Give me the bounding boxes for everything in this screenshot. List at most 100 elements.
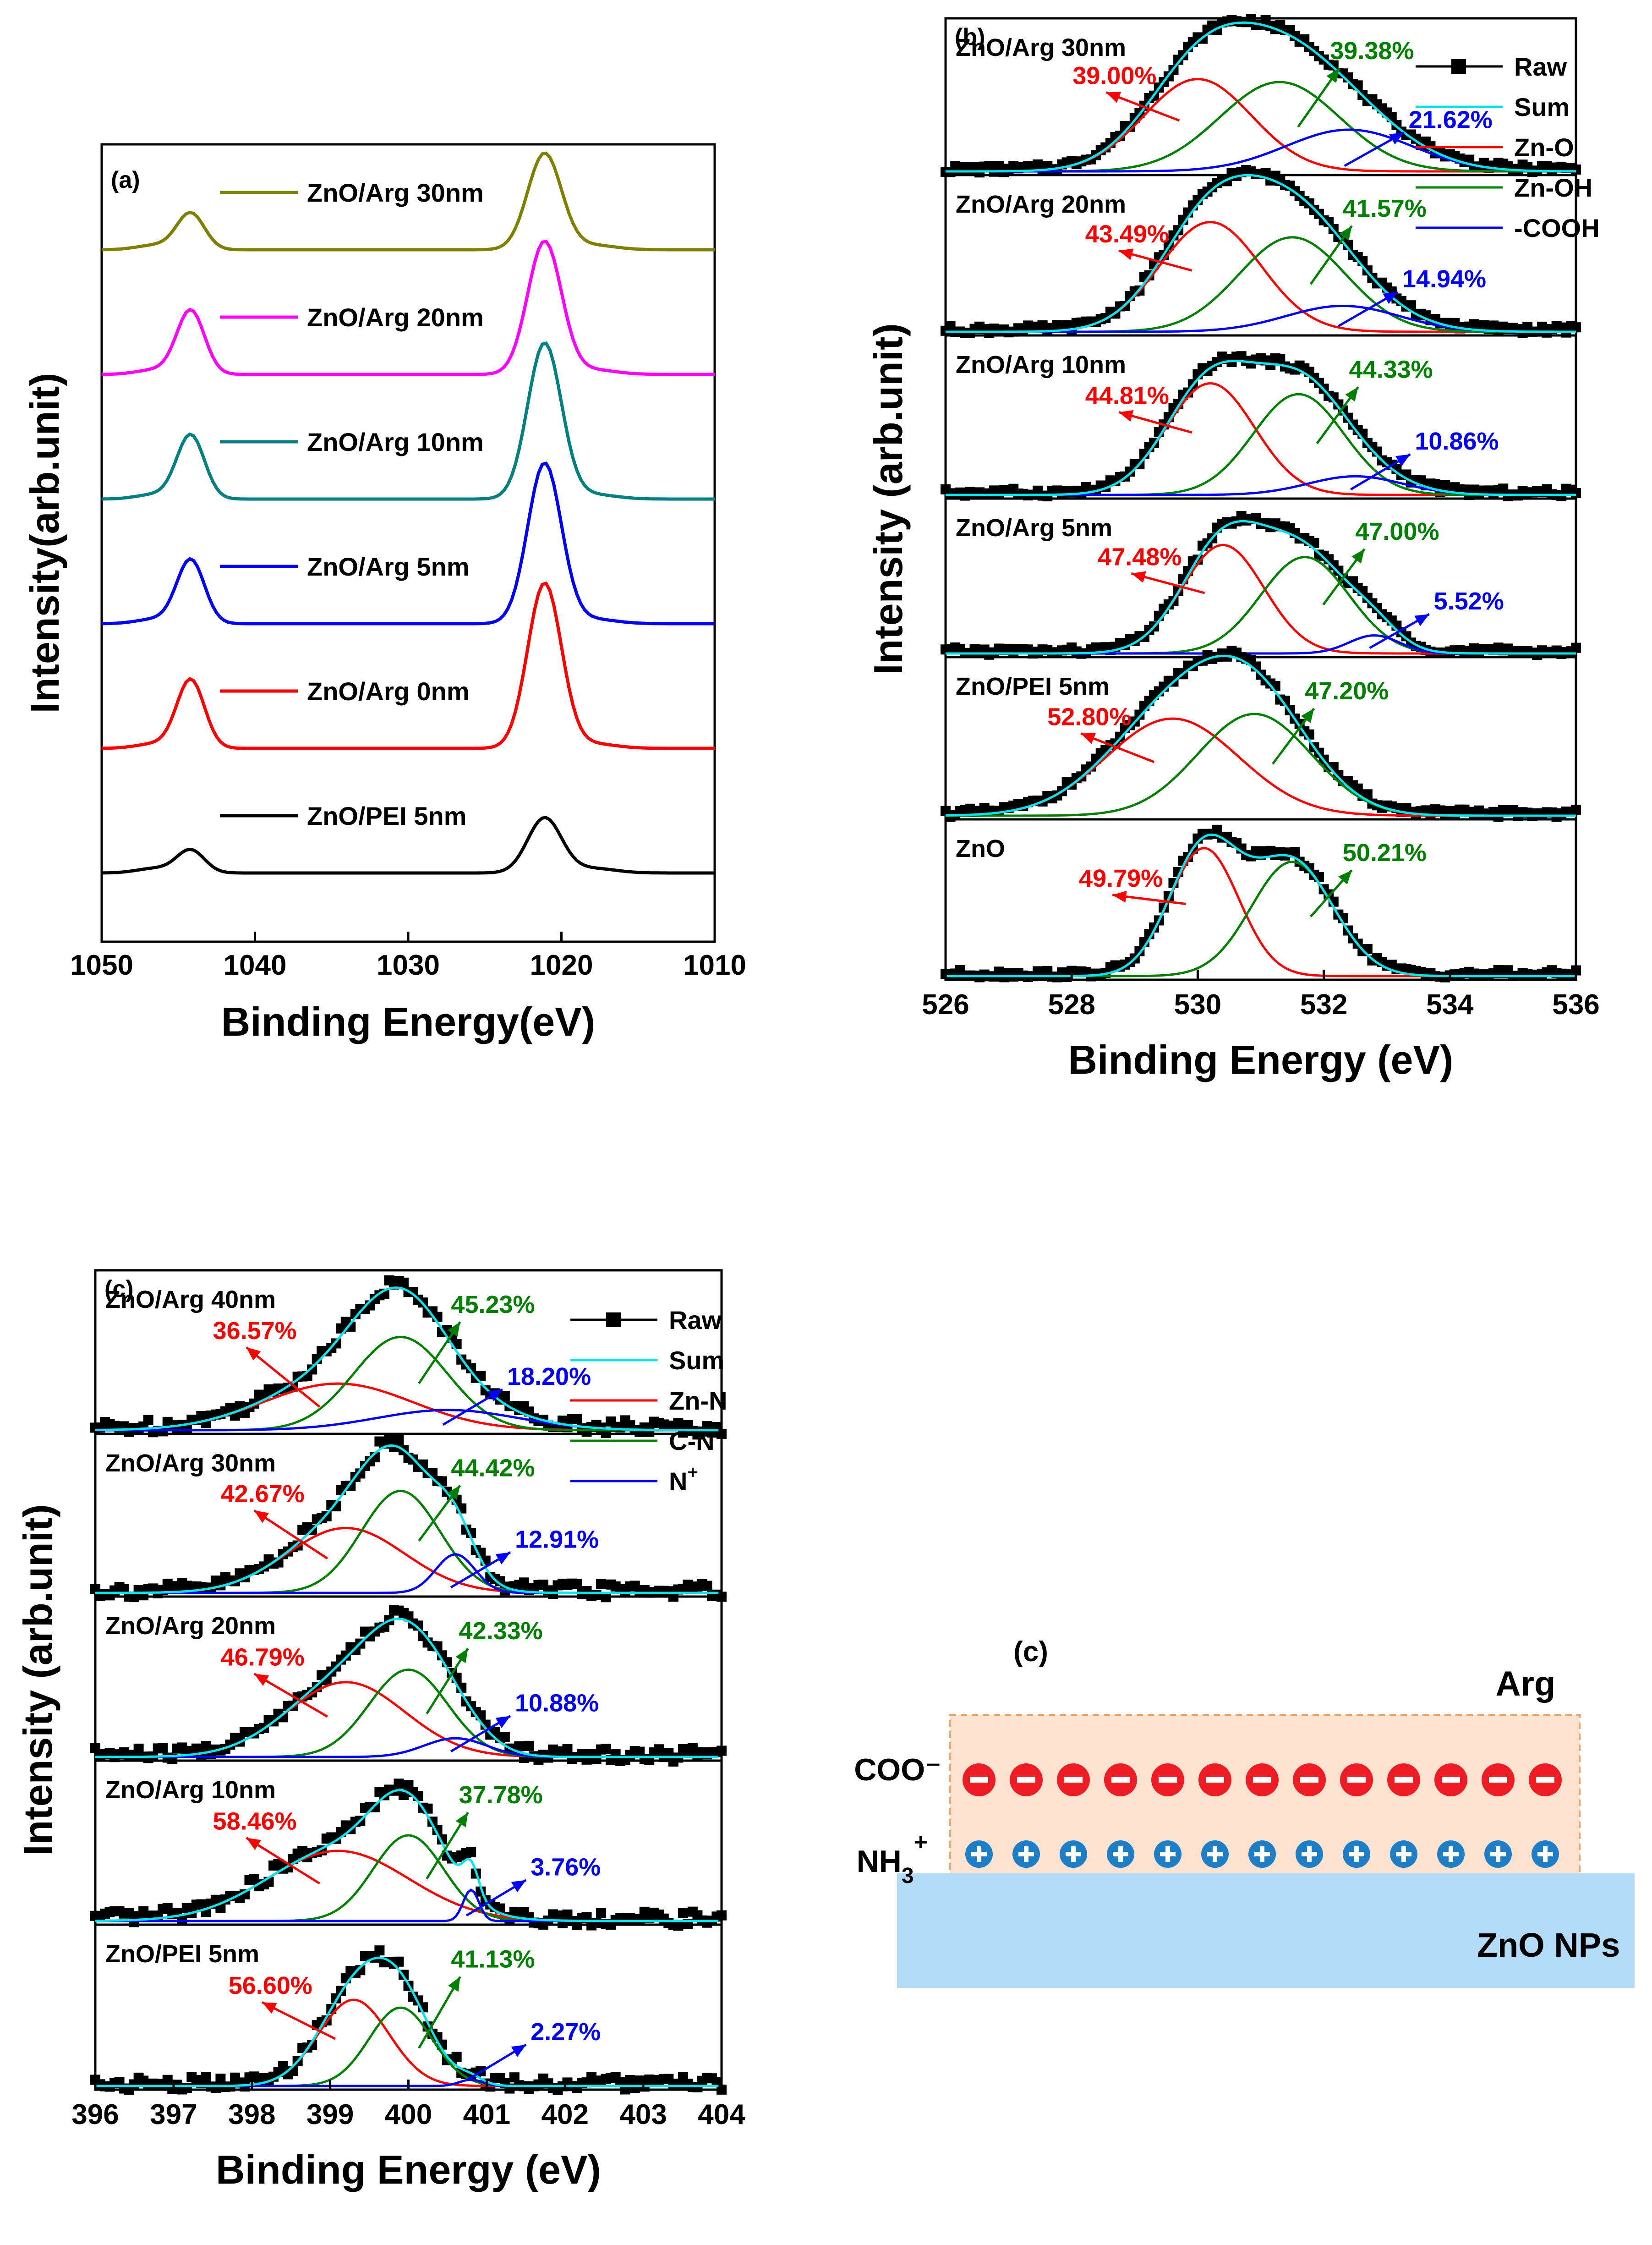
series-line-a <box>101 341 715 501</box>
minus-sign-icon <box>970 1777 988 1783</box>
raw-point-b <box>1571 642 1581 653</box>
component-percent-c: 37.78% <box>459 1781 543 1809</box>
component-percent-c: 2.27% <box>531 2018 601 2046</box>
legend-label-b: Zn-OH <box>1514 173 1592 202</box>
raw-point-c <box>201 1741 211 1751</box>
raw-point-c <box>124 1908 134 1918</box>
raw-point-c <box>572 1579 582 1589</box>
raw-point-c <box>307 1364 317 1375</box>
minus-sign-icon <box>1017 1777 1035 1783</box>
component-arrow-b-head <box>1395 454 1411 467</box>
x-tick-label-b: 530 <box>1174 989 1221 1021</box>
component-percent-c: 41.13% <box>451 1946 535 1973</box>
subpanel-name-b: ZnO <box>956 835 1005 862</box>
raw-point-c <box>413 1620 423 1631</box>
schematic: (c) Arg ZnO NPs COO⁻ NH3+ <box>854 1636 1635 1988</box>
legend-marker-b <box>1451 59 1466 74</box>
panel-label-c: (c) <box>104 1276 134 1302</box>
carboxylate-label: COO⁻ <box>854 1752 941 1787</box>
sum-curve-b <box>946 520 1576 655</box>
component-percent-b: 39.38% <box>1330 37 1414 65</box>
x-tick-label-c: 404 <box>698 2099 745 2130</box>
component-arrow-b-head <box>1326 68 1340 83</box>
legend-label-b: Zn-O <box>1514 133 1574 162</box>
x-tick-label-c: 396 <box>71 2099 119 2130</box>
plus-sign-v-icon <box>1449 1846 1453 1862</box>
subpanel-name-b: ZnO/PEI 5nm <box>956 673 1110 700</box>
component-arrow-c-head <box>455 1648 468 1663</box>
component-percent-b: 47.20% <box>1305 677 1389 705</box>
component-arrow-b-head <box>1383 292 1398 304</box>
component-percent-b: 44.33% <box>1349 356 1433 384</box>
legend-label-text: C-N <box>669 1427 715 1455</box>
raw-point-c <box>408 1287 419 1297</box>
subpanel-name-b: ZnO/Arg 20nm <box>956 191 1126 218</box>
raw-point-c <box>210 1894 221 1905</box>
subpanel-c: ZnO/Arg 10nm 58.46% 37.78% 3.76% <box>90 1759 727 1931</box>
subpanel-name-b: ZnO/Arg 10nm <box>956 351 1126 379</box>
plus-sign-v-icon <box>1260 1846 1264 1862</box>
minus-sign-icon <box>1395 1777 1413 1783</box>
ammonium-label: NH3+ <box>857 1829 928 1888</box>
component-curve-b <box>946 861 1576 977</box>
component-percent-b: 41.57% <box>1343 195 1427 222</box>
component-arrow-b-head <box>1345 387 1358 402</box>
subpanel-name-b: ZnO/Arg 5nm <box>956 514 1112 542</box>
component-percent-c: 10.88% <box>515 1690 599 1717</box>
zno-layer <box>897 1873 1635 1988</box>
component-curve-c <box>95 1490 719 1594</box>
component-percent-c: 58.46% <box>213 1807 297 1835</box>
component-arrow-c-head <box>448 1976 460 1992</box>
arg-label: Arg <box>1496 1664 1556 1703</box>
raw-point-c <box>678 1908 688 1918</box>
subpanel-c: ZnO/Arg 20nm 46.79% 42.33% 10.88% <box>90 1595 727 1767</box>
subpanel-c: ZnO/Arg 40nm 36.57% 45.23% 18.20% <box>90 1269 727 1440</box>
raw-point-c <box>625 2075 635 2086</box>
component-percent-b: 10.86% <box>1415 428 1499 455</box>
raw-point-c <box>654 1744 664 1755</box>
component-percent-b: 47.48% <box>1098 543 1182 571</box>
component-percent-b: 50.21% <box>1343 839 1427 867</box>
raw-point-c <box>552 1910 563 1921</box>
raw-point-c <box>355 1468 366 1479</box>
legend-label-text: Sum <box>669 1346 724 1375</box>
series-label-a: ZnO/Arg 5nm <box>307 552 470 581</box>
component-percent-c: 46.79% <box>221 1643 305 1671</box>
raw-point-c <box>673 2080 684 2090</box>
subpanel-name-c: ZnO/Arg 30nm <box>105 1449 276 1477</box>
raw-point-c <box>133 1743 144 1754</box>
component-curve-c <box>95 1681 719 1758</box>
component-arrow-c-head <box>487 1389 503 1402</box>
component-arrow-b-head <box>1339 226 1352 241</box>
raw-point-c <box>181 2082 192 2093</box>
x-tick-label-c: 399 <box>306 2099 354 2130</box>
plus-sign-v-icon <box>1543 1846 1548 1862</box>
legend-label-text: Raw <box>669 1306 722 1334</box>
raw-point-c <box>398 1278 409 1288</box>
component-percent-b: 14.94% <box>1402 265 1486 293</box>
chart-c: ZnO/Arg 40nm 36.57% 45.23% 18.20% ZnO/Arg 30… <box>15 1269 745 2192</box>
legend-label-c: Raw <box>669 1306 722 1334</box>
x-tick-label-a: 1010 <box>683 950 746 981</box>
component-arrow-c-head <box>254 1674 269 1686</box>
component-arrow-b-head <box>1301 708 1314 723</box>
ammonium-sub: 3 <box>902 1864 914 1888</box>
component-percent-b: 21.62% <box>1409 106 1493 133</box>
raw-point-b <box>1212 824 1222 835</box>
raw-point-b <box>1571 322 1581 333</box>
raw-point-c <box>331 1501 341 1512</box>
sum-curve-c <box>95 1618 719 1758</box>
y-axis-label-a: Intensity(arb.unit) <box>22 373 67 713</box>
component-percent-c: 3.76% <box>531 1854 601 1881</box>
legend-label-text: Zn-N <box>669 1386 728 1415</box>
raw-point-c <box>572 1414 582 1424</box>
component-percent-c: 12.91% <box>515 1526 599 1553</box>
component-arrow-b-head <box>1081 733 1096 744</box>
subpanel-name-c: ZnO/Arg 10nm <box>105 1776 276 1804</box>
subpanel-name-b: ZnO/Arg 30nm <box>956 34 1126 61</box>
ammonium-base: NH <box>857 1844 902 1879</box>
x-tick-label-b: 528 <box>1048 989 1095 1021</box>
